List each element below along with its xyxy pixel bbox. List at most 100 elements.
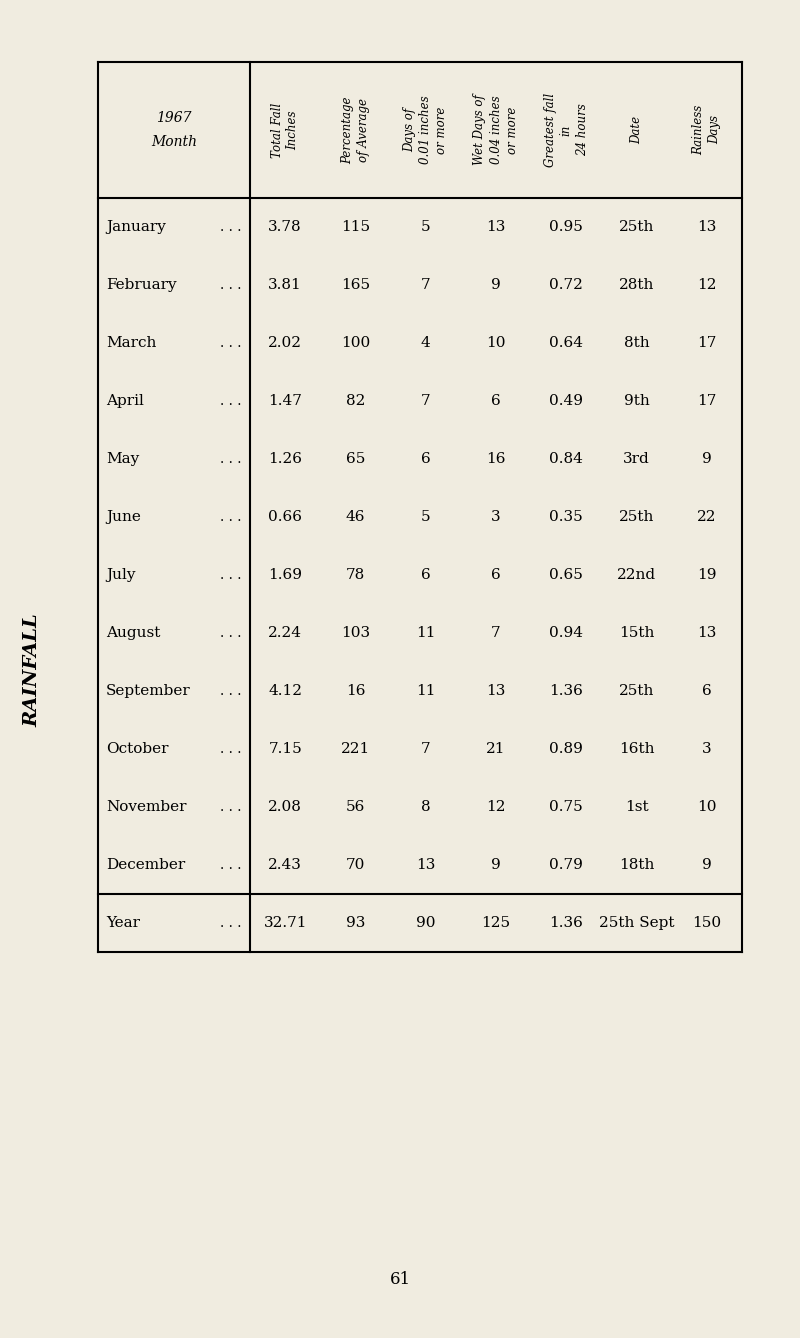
Text: . . .: . . .: [221, 743, 242, 756]
Text: 3: 3: [702, 743, 712, 756]
Text: 21: 21: [486, 743, 506, 756]
Text: 0.89: 0.89: [550, 743, 583, 756]
Text: . . .: . . .: [221, 858, 242, 872]
Text: 9: 9: [702, 452, 712, 466]
Text: 32.71: 32.71: [263, 917, 307, 930]
Text: 25th: 25th: [619, 219, 654, 234]
Text: 2.24: 2.24: [268, 626, 302, 640]
Text: 11: 11: [416, 684, 435, 698]
Text: Year: Year: [106, 917, 140, 930]
Text: 61: 61: [390, 1271, 410, 1288]
Text: Date: Date: [630, 116, 643, 145]
Text: 93: 93: [346, 917, 365, 930]
Text: 0.94: 0.94: [550, 626, 583, 640]
Text: 7: 7: [421, 393, 430, 408]
Text: 100: 100: [341, 336, 370, 351]
Text: 3.81: 3.81: [268, 278, 302, 292]
Text: 13: 13: [697, 626, 717, 640]
Text: . . .: . . .: [221, 800, 242, 814]
Text: 82: 82: [346, 393, 365, 408]
Text: 1.47: 1.47: [268, 393, 302, 408]
Text: . . .: . . .: [221, 917, 242, 930]
Text: 25th Sept: 25th Sept: [599, 917, 674, 930]
Text: RAINFALL: RAINFALL: [23, 613, 41, 727]
Text: December: December: [106, 858, 186, 872]
Text: 70: 70: [346, 858, 365, 872]
Text: 9: 9: [491, 278, 501, 292]
Text: 28th: 28th: [619, 278, 654, 292]
Text: . . .: . . .: [221, 569, 242, 582]
Text: 17: 17: [697, 336, 717, 351]
Text: 25th: 25th: [619, 684, 654, 698]
Text: March: March: [106, 336, 156, 351]
Text: 1967: 1967: [156, 111, 192, 124]
Text: 7: 7: [421, 278, 430, 292]
Text: 11: 11: [416, 626, 435, 640]
Text: 6: 6: [491, 393, 501, 408]
Text: February: February: [106, 278, 177, 292]
Text: 0.75: 0.75: [550, 800, 583, 814]
Text: 16: 16: [346, 684, 365, 698]
Text: 3rd: 3rd: [623, 452, 650, 466]
Text: 13: 13: [486, 684, 506, 698]
Text: . . .: . . .: [221, 336, 242, 351]
Text: 9: 9: [702, 858, 712, 872]
Text: 1st: 1st: [625, 800, 648, 814]
Text: 150: 150: [692, 917, 722, 930]
Text: 0.64: 0.64: [550, 336, 583, 351]
Text: 46: 46: [346, 510, 365, 524]
Text: October: October: [106, 743, 169, 756]
Text: . . .: . . .: [221, 684, 242, 698]
Text: 0.66: 0.66: [268, 510, 302, 524]
Text: 78: 78: [346, 569, 365, 582]
Text: 0.35: 0.35: [550, 510, 583, 524]
Text: . . .: . . .: [221, 278, 242, 292]
Text: September: September: [106, 684, 190, 698]
Text: 3: 3: [491, 510, 501, 524]
Text: 8: 8: [421, 800, 430, 814]
Text: Rainless
Days: Rainless Days: [692, 104, 722, 155]
Text: 1.36: 1.36: [550, 917, 583, 930]
Text: 125: 125: [482, 917, 510, 930]
Text: August: August: [106, 626, 160, 640]
Text: 7: 7: [421, 743, 430, 756]
Text: 1.69: 1.69: [268, 569, 302, 582]
Text: January: January: [106, 219, 166, 234]
Text: . . .: . . .: [221, 393, 242, 408]
Text: 4: 4: [421, 336, 430, 351]
Text: 13: 13: [697, 219, 717, 234]
Text: 17: 17: [697, 393, 717, 408]
Text: 5: 5: [421, 219, 430, 234]
Text: 19: 19: [697, 569, 717, 582]
Text: Days of
0.01 inches
or more: Days of 0.01 inches or more: [403, 96, 448, 165]
Text: Greatest fall
in
24 hours: Greatest fall in 24 hours: [544, 92, 589, 167]
Text: 16: 16: [486, 452, 506, 466]
Text: 6: 6: [702, 684, 712, 698]
Text: 0.95: 0.95: [550, 219, 583, 234]
Text: 165: 165: [341, 278, 370, 292]
Text: 5: 5: [421, 510, 430, 524]
Text: . . .: . . .: [221, 452, 242, 466]
Text: 22: 22: [697, 510, 717, 524]
Text: 7: 7: [491, 626, 501, 640]
Text: 2.02: 2.02: [268, 336, 302, 351]
Text: 3.78: 3.78: [268, 219, 302, 234]
Text: . . .: . . .: [221, 219, 242, 234]
Text: 12: 12: [486, 800, 506, 814]
Text: 65: 65: [346, 452, 365, 466]
Text: Wet Days of
0.04 inches
or more: Wet Days of 0.04 inches or more: [474, 95, 518, 166]
Text: 6: 6: [491, 569, 501, 582]
Text: Total Fall
Inches: Total Fall Inches: [270, 103, 300, 158]
Text: 8th: 8th: [624, 336, 650, 351]
Text: 15th: 15th: [619, 626, 654, 640]
Text: 12: 12: [697, 278, 717, 292]
Text: 9: 9: [491, 858, 501, 872]
Text: 6: 6: [421, 452, 430, 466]
Text: November: November: [106, 800, 186, 814]
Text: Percentage
of Average: Percentage of Average: [341, 96, 370, 163]
Text: 7.15: 7.15: [268, 743, 302, 756]
Text: 0.79: 0.79: [550, 858, 583, 872]
Text: 103: 103: [341, 626, 370, 640]
Text: 0.65: 0.65: [550, 569, 583, 582]
Text: 13: 13: [486, 219, 506, 234]
